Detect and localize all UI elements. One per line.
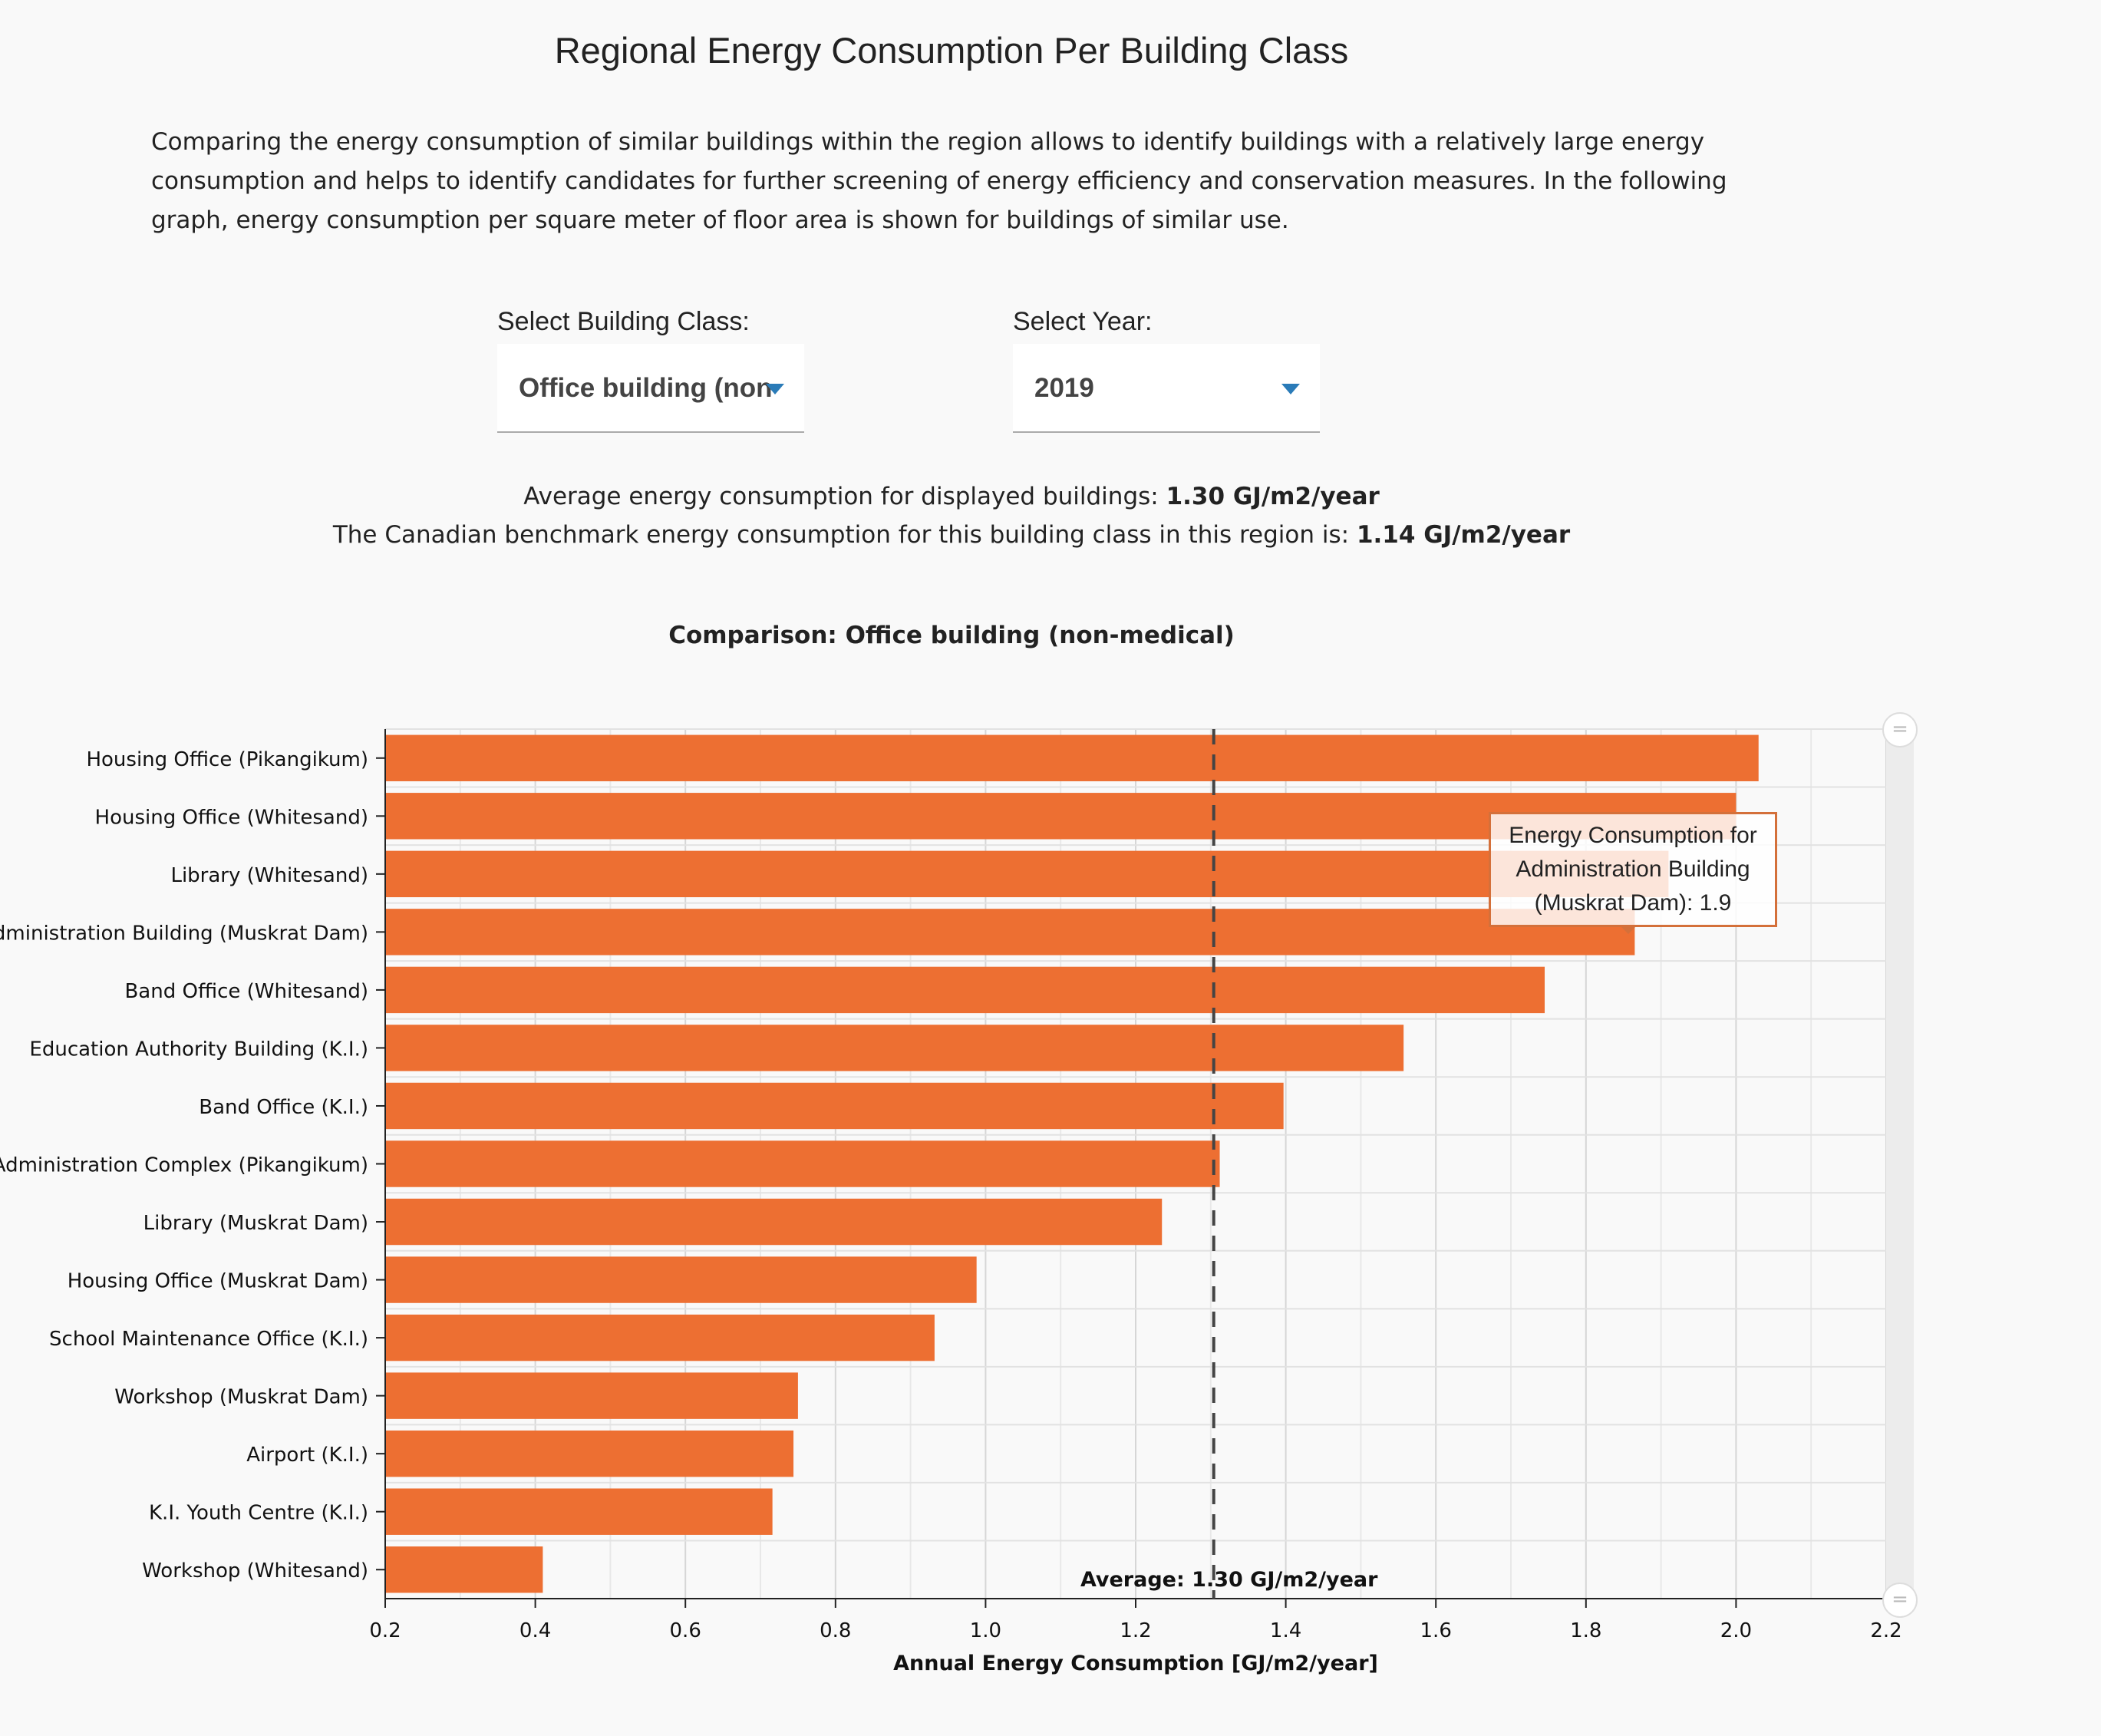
y-tick-label: Education Authority Building (K.I.) xyxy=(29,1038,368,1061)
x-tick-label: 2.0 xyxy=(1720,1619,1752,1642)
building-class-value: Office building (non-medical) xyxy=(519,373,772,403)
bar xyxy=(385,1198,1163,1246)
x-tick-label: 0.4 xyxy=(519,1619,551,1642)
page-title: Regional Energy Consumption Per Building… xyxy=(554,30,1349,71)
x-tick-label: 1.8 xyxy=(1570,1619,1601,1642)
x-tick-label: 1.4 xyxy=(1270,1619,1301,1642)
bar xyxy=(385,1314,935,1361)
year-value: 2019 xyxy=(1034,373,1094,403)
bar xyxy=(385,1025,1404,1071)
y-tick-label: Library (Muskrat Dam) xyxy=(143,1212,368,1235)
y-tick-label: K.I. Youth Centre (K.I.) xyxy=(149,1502,368,1525)
y-tick-label: Band Office (K.I.) xyxy=(199,1096,368,1119)
x-tick-label: 1.0 xyxy=(970,1619,1001,1642)
y-tick-label: Airport (K.I.) xyxy=(246,1444,368,1467)
x-tick-label: 0.8 xyxy=(820,1619,851,1642)
bar-tooltip: Energy Consumption for Administration Bu… xyxy=(1489,812,1777,927)
x-tick-label: 1.6 xyxy=(1420,1619,1452,1642)
year-dropdown[interactable]: 2019 xyxy=(1013,344,1320,433)
bar xyxy=(385,966,1545,1014)
intro-paragraph: Comparing the energy consumption of simi… xyxy=(151,128,1727,234)
average-stat-value: 1.30 GJ/m2/year xyxy=(1166,483,1380,510)
bar xyxy=(385,1488,773,1535)
scroll-handle-top[interactable]: = xyxy=(1882,712,1918,748)
average-line-label: Average: 1.30 GJ/m2/year xyxy=(1080,1568,1378,1592)
bar xyxy=(385,1372,798,1419)
bar xyxy=(385,850,1669,898)
x-tick-label: 1.2 xyxy=(1120,1619,1151,1642)
y-tick-label: School Maintenance Office (K.I.) xyxy=(49,1328,368,1351)
y-tick-label: Library (Whitesand) xyxy=(170,864,368,887)
tooltip-arrow xyxy=(1619,925,1638,934)
y-tick-label: Workshop (Whitesand) xyxy=(142,1559,368,1583)
x-tick-label: 0.6 xyxy=(670,1619,701,1642)
y-tick-label: Administration Complex (Pikangikum) xyxy=(0,1154,368,1177)
chevron-down-icon xyxy=(766,384,784,394)
benchmark-stat-label: The Canadian benchmark energy consumptio… xyxy=(332,521,1350,549)
bar xyxy=(385,734,1759,781)
y-tick-label: Housing Office (Muskrat Dam) xyxy=(68,1270,368,1293)
building-class-dropdown[interactable]: Office building (non-medical) xyxy=(497,344,804,433)
y-tick-label: Housing Office (Whitesand) xyxy=(95,806,368,829)
chart-scrollbar[interactable] xyxy=(1886,729,1914,1599)
chart-title: Comparison: Office building (non-medical… xyxy=(668,622,1235,649)
y-tick-label: Administration Building (Muskrat Dam) xyxy=(0,922,368,945)
y-tick-label: Band Office (Whitesand) xyxy=(124,980,368,1003)
bar xyxy=(385,1082,1284,1130)
building-class-label: Select Building Class: xyxy=(497,307,750,336)
benchmark-stat-value: 1.14 GJ/m2/year xyxy=(1356,521,1571,549)
bar xyxy=(385,1430,794,1477)
scroll-handle-bottom[interactable]: = xyxy=(1882,1583,1918,1618)
y-tick-label: Workshop (Muskrat Dam) xyxy=(114,1386,368,1409)
x-axis-label: Annual Energy Consumption [GJ/m2/year] xyxy=(893,1652,1378,1675)
bar xyxy=(385,1546,543,1593)
year-label: Select Year: xyxy=(1013,307,1153,336)
bar xyxy=(385,909,1635,955)
chevron-down-icon xyxy=(1281,384,1300,394)
x-tick-label: 0.2 xyxy=(369,1619,401,1642)
bar xyxy=(385,1256,977,1303)
bar xyxy=(385,1140,1220,1187)
x-tick-label: 2.2 xyxy=(1870,1619,1901,1642)
average-stat-label: Average energy consumption for displayed… xyxy=(523,483,1159,510)
y-tick-label: Housing Office (Pikangikum) xyxy=(86,748,368,771)
benchmark-stat: The Canadian benchmark energy consumptio… xyxy=(0,521,1903,549)
average-stat: Average energy consumption for displayed… xyxy=(0,483,1903,510)
